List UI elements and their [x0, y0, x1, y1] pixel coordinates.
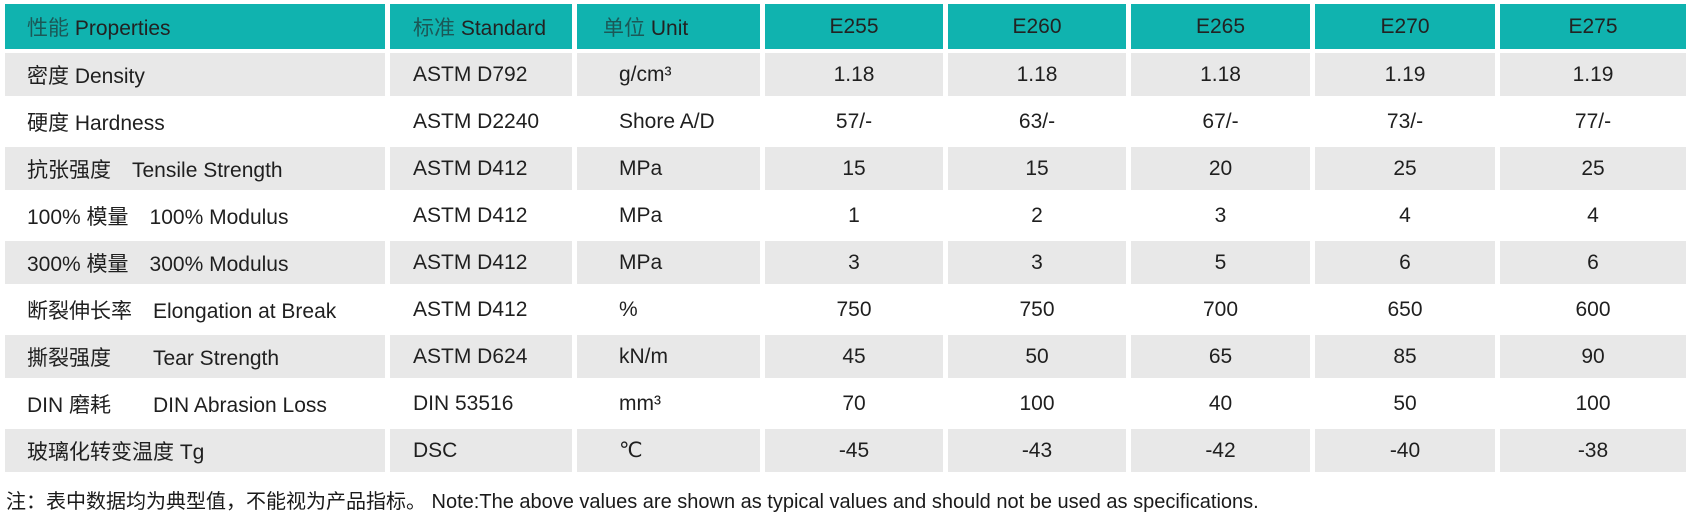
value-cell-e255: 45: [765, 335, 943, 378]
unit-cell: %: [577, 288, 760, 331]
value-cell-e255: 3: [765, 241, 943, 284]
value-cell-e275: 6: [1500, 241, 1686, 284]
col-header-e270: E270: [1315, 4, 1495, 49]
standard-cell: DSC: [390, 429, 572, 472]
value-cell-e265: 3: [1131, 194, 1310, 237]
value-cell-e265: 67/-: [1131, 100, 1310, 143]
col-header-e255: E255: [765, 4, 943, 49]
value-cell-e260: 15: [948, 147, 1126, 190]
col-header-standard-en: Standard: [460, 16, 547, 40]
unit-cell: MPa: [577, 241, 760, 284]
unit-cell: mm³: [577, 382, 760, 425]
unit-cell: ℃: [577, 429, 760, 472]
col-header-unit-zh: 单位: [603, 16, 645, 40]
property-cell: 100% 模量 100% Modulus: [5, 194, 385, 237]
value-cell-e260: 100: [948, 382, 1126, 425]
table-row-tear-strength: 撕裂强度 Tear Strength ASTM D624 kN/m 45 50 …: [5, 335, 1686, 378]
standard-cell: ASTM D412: [390, 288, 572, 331]
value-cell-e265: 700: [1131, 288, 1310, 331]
value-cell-e275: 77/-: [1500, 100, 1686, 143]
unit-cell: MPa: [577, 194, 760, 237]
property-cell: 断裂伸长率 Elongation at Break: [5, 288, 385, 331]
value-cell-e260: 750: [948, 288, 1126, 331]
value-cell-e260: 3: [948, 241, 1126, 284]
table-row-100-modulus: 100% 模量 100% Modulus ASTM D412 MPa 1 2 3…: [5, 194, 1686, 237]
table-row-elongation: 断裂伸长率 Elongation at Break ASTM D412 % 75…: [5, 288, 1686, 331]
value-cell-e270: 73/-: [1315, 100, 1495, 143]
value-cell-e270: 85: [1315, 335, 1495, 378]
value-cell-e265: 20: [1131, 147, 1310, 190]
value-cell-e255: 57/-: [765, 100, 943, 143]
standard-cell: ASTM D412: [390, 147, 572, 190]
col-header-properties-zh: 性能: [27, 16, 69, 40]
property-cell: 300% 模量 300% Modulus: [5, 241, 385, 284]
value-cell-e265: 5: [1131, 241, 1310, 284]
col-header-e265: E265: [1131, 4, 1310, 49]
col-header-e260: E260: [948, 4, 1126, 49]
value-cell-e255: 70: [765, 382, 943, 425]
unit-cell: Shore A/D: [577, 100, 760, 143]
value-cell-e275: 25: [1500, 147, 1686, 190]
value-cell-e265: -42: [1131, 429, 1310, 472]
value-cell-e255: 750: [765, 288, 943, 331]
value-cell-e255: 15: [765, 147, 943, 190]
table-row-density: 密度 Density ASTM D792 g/cm³ 1.18 1.18 1.1…: [5, 53, 1686, 96]
value-cell-e275: 100: [1500, 382, 1686, 425]
table-row-300-modulus: 300% 模量 300% Modulus ASTM D412 MPa 3 3 5…: [5, 241, 1686, 284]
unit-cell: g/cm³: [577, 53, 760, 96]
unit-cell: kN/m: [577, 335, 760, 378]
value-cell-e275: 4: [1500, 194, 1686, 237]
property-cell: 撕裂强度 Tear Strength: [5, 335, 385, 378]
value-cell-e270: 50: [1315, 382, 1495, 425]
value-cell-e260: 50: [948, 335, 1126, 378]
col-header-properties-en: Properties: [74, 16, 171, 40]
unit-cell: MPa: [577, 147, 760, 190]
col-header-unit: 单位 Unit: [577, 4, 760, 49]
value-cell-e270: -40: [1315, 429, 1495, 472]
footnote: 注：表中数据均为典型值，不能视为产品指标。 Note:The above val…: [6, 491, 1259, 513]
value-cell-e270: 4: [1315, 194, 1495, 237]
col-header-standard: 标准 Standard: [390, 4, 572, 49]
standard-cell: ASTM D2240: [390, 100, 572, 143]
table-row-tg: 玻璃化转变温度 Tg DSC ℃ -45 -43 -42 -40 -38: [5, 429, 1686, 472]
value-cell-e275: 1.19: [1500, 53, 1686, 96]
standard-cell: ASTM D792: [390, 53, 572, 96]
value-cell-e255: 1.18: [765, 53, 943, 96]
standard-cell: ASTM D412: [390, 194, 572, 237]
value-cell-e270: 6: [1315, 241, 1495, 284]
property-cell: 玻璃化转变温度 Tg: [5, 429, 385, 472]
value-cell-e275: 600: [1500, 288, 1686, 331]
value-cell-e270: 1.19: [1315, 53, 1495, 96]
property-cell: 抗张强度 Tensile Strength: [5, 147, 385, 190]
property-cell: 密度 Density: [5, 53, 385, 96]
table-row-hardness: 硬度 Hardness ASTM D2240 Shore A/D 57/- 63…: [5, 100, 1686, 143]
table-row-din-abrasion: DIN 磨耗 DIN Abrasion Loss DIN 53516 mm³ 7…: [5, 382, 1686, 425]
value-cell-e265: 65: [1131, 335, 1310, 378]
standard-cell: ASTM D412: [390, 241, 572, 284]
value-cell-e260: 63/-: [948, 100, 1126, 143]
col-header-unit-en: Unit: [650, 16, 689, 40]
value-cell-e270: 650: [1315, 288, 1495, 331]
value-cell-e255: 1: [765, 194, 943, 237]
col-header-e275: E275: [1500, 4, 1686, 49]
standard-cell: ASTM D624: [390, 335, 572, 378]
col-header-standard-zh: 标准: [413, 16, 455, 40]
table-row-tensile-strength: 抗张强度 Tensile Strength ASTM D412 MPa 15 1…: [5, 147, 1686, 190]
property-cell: 硬度 Hardness: [5, 100, 385, 143]
property-cell: DIN 磨耗 DIN Abrasion Loss: [5, 382, 385, 425]
value-cell-e260: -43: [948, 429, 1126, 472]
value-cell-e265: 40: [1131, 382, 1310, 425]
standard-cell: DIN 53516: [390, 382, 572, 425]
value-cell-e265: 1.18: [1131, 53, 1310, 96]
header-row: 性能 Properties 标准 Standard 单位 Unit E255 E…: [5, 4, 1686, 49]
value-cell-e270: 25: [1315, 147, 1495, 190]
value-cell-e255: -45: [765, 429, 943, 472]
col-header-properties: 性能 Properties: [5, 4, 385, 49]
value-cell-e260: 2: [948, 194, 1126, 237]
value-cell-e260: 1.18: [948, 53, 1126, 96]
value-cell-e275: -38: [1500, 429, 1686, 472]
value-cell-e275: 90: [1500, 335, 1686, 378]
properties-table: 性能 Properties 标准 Standard 单位 Unit E255 E…: [5, 4, 1686, 472]
